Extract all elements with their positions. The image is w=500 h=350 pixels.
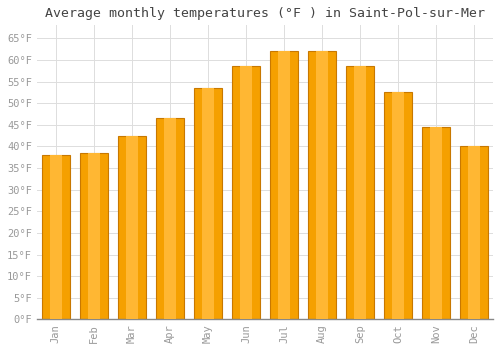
Bar bbox=[126, 135, 138, 320]
Bar bbox=[194, 88, 222, 320]
Bar bbox=[422, 127, 450, 320]
Bar bbox=[164, 118, 175, 320]
Bar bbox=[232, 66, 260, 320]
Bar bbox=[80, 153, 108, 320]
Bar bbox=[240, 66, 252, 320]
Bar bbox=[42, 155, 70, 320]
Bar bbox=[384, 92, 412, 320]
Bar bbox=[346, 66, 374, 320]
Bar bbox=[468, 146, 479, 320]
Bar bbox=[460, 146, 488, 320]
Bar bbox=[354, 66, 366, 320]
Bar bbox=[156, 118, 184, 320]
Bar bbox=[50, 155, 62, 320]
Bar bbox=[88, 153, 100, 320]
Title: Average monthly temperatures (°F ) in Saint-Pol-sur-Mer: Average monthly temperatures (°F ) in Sa… bbox=[45, 7, 485, 20]
Bar bbox=[308, 51, 336, 320]
Bar bbox=[278, 51, 289, 320]
Bar bbox=[430, 127, 442, 320]
Bar bbox=[270, 51, 298, 320]
Bar bbox=[118, 135, 146, 320]
Bar bbox=[392, 92, 404, 320]
Bar bbox=[316, 51, 328, 320]
Bar bbox=[202, 88, 213, 320]
